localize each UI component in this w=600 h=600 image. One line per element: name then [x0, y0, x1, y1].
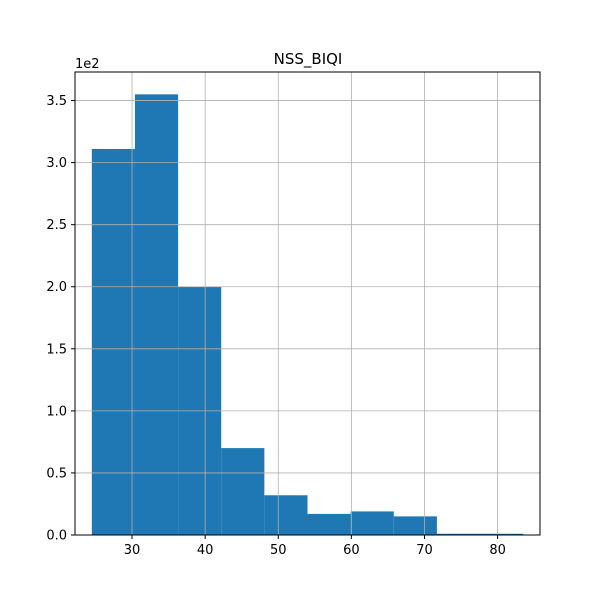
histogram-bar-4	[264, 495, 308, 535]
chart-title: NSS_BIQI	[274, 50, 343, 69]
y-tick-label: 2.0	[46, 280, 67, 295]
y-tick-label: 3.0	[46, 156, 67, 171]
labels-layer: 30 40 50 60 70 80 0.0 0.5 1.0 1.5 2.0 2.5 3.0 3.5	[46, 94, 506, 558]
histogram-bar-1	[134, 94, 179, 535]
histogram-bar-5	[307, 513, 351, 535]
histogram-bar-8	[436, 533, 481, 535]
x-tick-label: 60	[343, 543, 360, 558]
axes-layer	[71, 71, 541, 539]
x-tick-label: 30	[124, 543, 141, 558]
histogram-bar-9	[480, 533, 524, 535]
x-tick-label: 70	[416, 543, 433, 558]
y-tick-label: 0.5	[46, 466, 67, 481]
y-tick-label: 1.5	[46, 342, 67, 357]
plot-frame	[74, 71, 541, 536]
x-tick-label: 80	[489, 543, 506, 558]
y-tick-label: 1.0	[46, 404, 67, 419]
histogram-bar-6	[350, 511, 394, 535]
histogram-bar-0	[91, 148, 135, 536]
x-tick-label: 40	[197, 543, 214, 558]
y-tick-label: 0.0	[46, 529, 67, 544]
histogram-bar-7	[393, 516, 437, 535]
y-tick-label: 3.5	[46, 94, 67, 109]
y-tick-label: 2.5	[46, 218, 67, 233]
y-offset-label: 1e2	[75, 57, 100, 72]
x-tick-label: 50	[270, 543, 287, 558]
bars-layer	[91, 94, 524, 536]
histogram-bar-3	[221, 448, 265, 535]
